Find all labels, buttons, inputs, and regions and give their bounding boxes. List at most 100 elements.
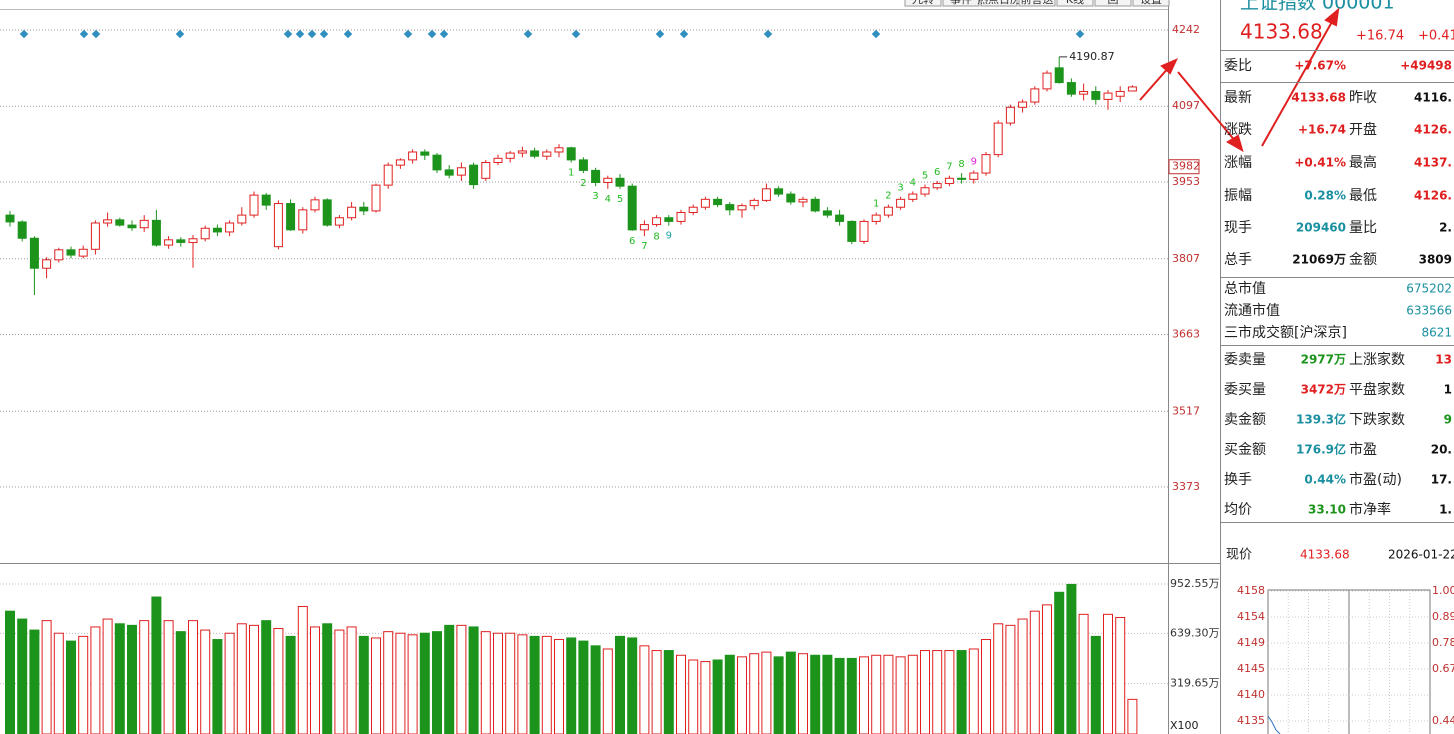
toolbar-label[interactable]: 回 <box>1108 0 1119 6</box>
event-marker <box>295 29 305 39</box>
volume-bar <box>663 650 674 734</box>
toolbar-button[interactable] <box>980 0 1018 7</box>
event-marker <box>343 29 353 39</box>
candle-body <box>822 210 832 216</box>
volume-bar <box>407 634 418 734</box>
volume-bar <box>1042 604 1052 734</box>
mini-left-label: 4149 <box>1237 636 1265 649</box>
toolbar-label[interactable]: 前言迭 <box>1021 0 1054 6</box>
volume-bar <box>383 631 394 734</box>
candle-body <box>225 222 235 233</box>
candle-body <box>859 220 869 242</box>
volume-bar <box>615 635 625 734</box>
volume-bar <box>981 639 991 734</box>
candle-body <box>591 169 601 184</box>
mini-right-label: 1.00 <box>1432 584 1454 597</box>
candle-body <box>749 199 759 207</box>
td-count: 5 <box>617 194 623 205</box>
candle-body <box>908 193 918 200</box>
volume-bar <box>993 623 1004 734</box>
mini-left-label: 4158 <box>1237 584 1265 597</box>
panel-label: 委卖量 <box>1224 352 1266 368</box>
volume-bar <box>249 624 259 734</box>
volume-bar <box>444 624 455 734</box>
toolbar-label[interactable]: K线 <box>1066 0 1084 6</box>
candle-body <box>54 249 64 261</box>
volume-bar <box>688 659 699 734</box>
panel-label: 上涨家数 <box>1349 351 1405 368</box>
candle-body <box>420 151 430 156</box>
volume-bar <box>346 626 357 734</box>
candle-body <box>993 122 1003 156</box>
price-marker-label: 3982 <box>1172 160 1200 173</box>
candle-body <box>408 151 418 161</box>
toolbar-button[interactable] <box>1094 0 1132 7</box>
candle-body <box>725 204 735 211</box>
y-tick-label: 4242 <box>1172 23 1200 36</box>
candle-body <box>151 219 161 246</box>
volume-bar <box>41 620 52 734</box>
candle-body <box>615 177 625 187</box>
panel-label: 均价 <box>1224 502 1252 518</box>
candle-body <box>127 224 137 229</box>
panel-label: 卖金额 <box>1224 412 1266 428</box>
toolbar-button[interactable] <box>942 0 980 7</box>
volume-bar <box>1127 698 1138 734</box>
candle-body <box>1127 86 1137 92</box>
toolbar-label[interactable]: 九转 <box>912 0 934 6</box>
td-count: 7 <box>946 162 952 173</box>
candle-body <box>1005 106 1015 124</box>
volume-bar <box>590 645 601 734</box>
candle-body <box>835 214 845 222</box>
y-tick-label: 3953 <box>1172 175 1200 188</box>
candle-body <box>761 188 771 201</box>
candle-body <box>334 217 344 226</box>
toolbar-label[interactable]: 事件 <box>950 0 972 6</box>
candle-body <box>932 183 942 189</box>
volume-bar <box>127 624 137 734</box>
panel-label: 换手 <box>1224 471 1252 488</box>
candle-body <box>774 188 784 195</box>
panel-value: 3472万 <box>1301 383 1346 397</box>
candle-body <box>310 199 320 211</box>
panel-value: 9 <box>1444 413 1452 427</box>
toolbar-label[interactable]: 热点日历 <box>977 0 1021 6</box>
panel-label: 最新 <box>1224 90 1252 106</box>
volume-bar <box>1078 613 1089 734</box>
volume-bar <box>29 629 40 734</box>
panel-value: 4133.68 <box>1300 548 1350 562</box>
panel-value: 4133.68 <box>1291 91 1346 105</box>
volume-bar <box>1054 591 1065 734</box>
volume-bar <box>468 626 479 734</box>
panel-value: 675202 <box>1406 282 1452 296</box>
volume-bar <box>761 651 772 734</box>
candle-body <box>103 219 113 224</box>
candle-body <box>578 159 588 171</box>
toolbar-button[interactable] <box>904 0 942 7</box>
volume-bar <box>749 653 760 734</box>
toolbar-button[interactable] <box>1018 0 1056 7</box>
panel-label: 买金额 <box>1224 442 1266 458</box>
toolbar-button[interactable] <box>1056 0 1094 7</box>
candle-body <box>139 219 149 229</box>
candle-body <box>78 248 88 257</box>
volume-bar <box>358 635 369 734</box>
toolbar-label[interactable]: 设置 <box>1140 0 1162 6</box>
panel-value: 139.3亿 <box>1296 412 1346 427</box>
td-count: 9 <box>971 156 977 167</box>
volume-bar <box>846 657 857 734</box>
toolbar-button[interactable] <box>1132 0 1170 7</box>
panel-value: 209460 <box>1296 221 1346 235</box>
volume-bar <box>773 656 784 734</box>
volume-bar <box>871 654 882 734</box>
td-count: 9 <box>666 231 672 242</box>
event-marker <box>403 29 413 39</box>
y-tick-label: 3517 <box>1172 404 1200 417</box>
volume-bar <box>395 632 406 734</box>
event-marker <box>307 29 317 39</box>
event-marker <box>439 29 449 39</box>
candle-body <box>5 214 15 223</box>
panel-value: 1 <box>1444 383 1452 397</box>
